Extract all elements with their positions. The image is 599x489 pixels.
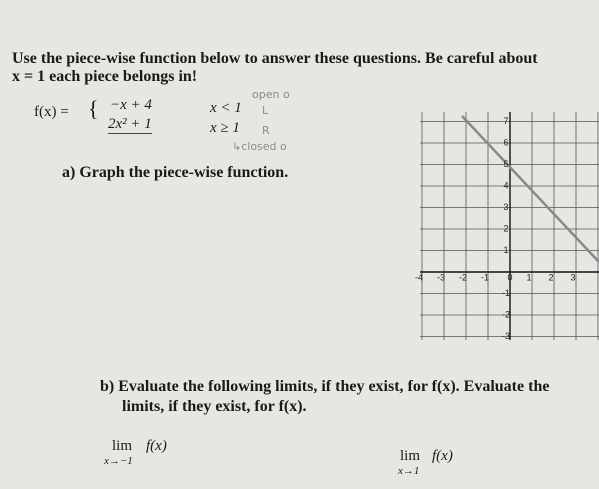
x-tick-label: 0 <box>507 272 512 282</box>
limit-func: f(x) <box>432 448 453 464</box>
x-tick-label: -4 <box>415 272 423 282</box>
y-tick-label: 2 <box>503 223 508 233</box>
x-tick-label: 2 <box>548 272 553 282</box>
piece-expr: 2x² + 1 <box>108 116 152 134</box>
limit-func: f(x) <box>146 438 167 454</box>
piece-cond: x ≥ 1 <box>210 120 240 136</box>
y-tick-label: 4 <box>503 180 508 190</box>
y-tick-label: 6 <box>503 137 508 147</box>
piece-expr: −x + 4 <box>110 97 152 113</box>
part-a: a) Graph the piece-wise function. <box>62 164 289 181</box>
part-b-line: b) Evaluate the following limits, if the… <box>100 378 550 395</box>
y-tick-label: -1 <box>502 288 510 298</box>
y-tick-label: 5 <box>503 159 508 169</box>
part-b-line: limits, if they exist, for f(x). <box>122 398 307 415</box>
x-tick-label: -1 <box>481 272 489 282</box>
y-tick-label: 7 <box>503 116 508 126</box>
y-tick-label: -3 <box>502 331 510 341</box>
brace: { <box>88 96 99 121</box>
limit-word: lim <box>112 438 133 454</box>
handwritten-note: open o <box>252 88 290 101</box>
x-tick-label: 3 <box>570 272 575 282</box>
limit-word: lim <box>400 448 421 464</box>
limit-sub: x→1 <box>398 465 420 477</box>
x-tick-label: -2 <box>459 272 467 282</box>
handwritten-note: L <box>262 104 269 117</box>
handwritten-note: R <box>262 124 270 137</box>
drawn-line <box>461 115 599 263</box>
limit-sub: x→−1 <box>104 455 133 467</box>
x-tick-label: -3 <box>437 272 445 282</box>
y-tick-label: 3 <box>503 202 508 212</box>
intro-line: x = 1 each piece belongs in! <box>12 68 198 85</box>
y-tick-label: -2 <box>502 309 510 319</box>
intro-line: Use the piece-wise function below to ans… <box>12 50 538 67</box>
function-name: f(x) = <box>34 104 69 120</box>
x-tick-label: 1 <box>526 272 531 282</box>
y-tick-label: 1 <box>503 245 508 255</box>
handwritten-note: ↳closed o <box>232 140 287 153</box>
piece-cond: x < 1 <box>210 100 242 116</box>
